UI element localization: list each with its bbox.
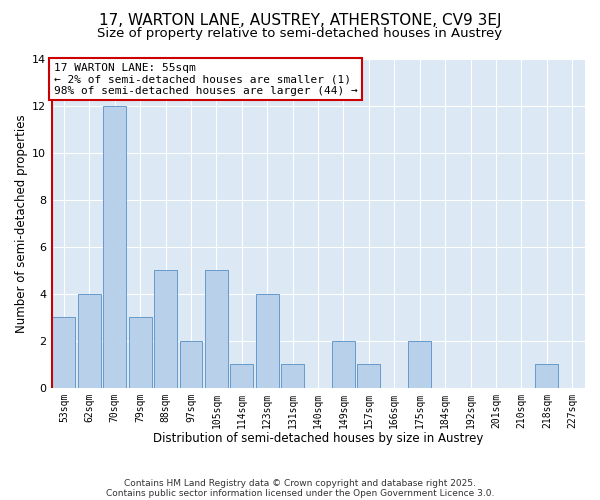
Bar (205, 270, 228, 388)
Bar (256, 294, 278, 388)
X-axis label: Distribution of semi-detached houses by size in Austrey: Distribution of semi-detached houses by … (153, 432, 483, 445)
Bar (103, 106, 126, 388)
Bar (535, 364, 559, 388)
Text: Contains HM Land Registry data © Crown copyright and database right 2025.: Contains HM Land Registry data © Crown c… (124, 478, 476, 488)
Bar (230, 364, 253, 388)
Text: Size of property relative to semi-detached houses in Austrey: Size of property relative to semi-detach… (97, 28, 503, 40)
Bar (179, 341, 202, 388)
Y-axis label: Number of semi-detached properties: Number of semi-detached properties (15, 114, 28, 332)
Text: 17, WARTON LANE, AUSTREY, ATHERSTONE, CV9 3EJ: 17, WARTON LANE, AUSTREY, ATHERSTONE, CV… (99, 12, 501, 28)
Bar (332, 341, 355, 388)
Text: 17 WARTON LANE: 55sqm
← 2% of semi-detached houses are smaller (1)
98% of semi-d: 17 WARTON LANE: 55sqm ← 2% of semi-detac… (53, 62, 358, 96)
Bar (409, 341, 431, 388)
Bar (281, 364, 304, 388)
Text: Contains public sector information licensed under the Open Government Licence 3.: Contains public sector information licen… (106, 488, 494, 498)
Bar (78, 294, 101, 388)
Bar (358, 364, 380, 388)
Bar (128, 318, 152, 388)
Bar (154, 270, 177, 388)
Bar (52, 318, 76, 388)
